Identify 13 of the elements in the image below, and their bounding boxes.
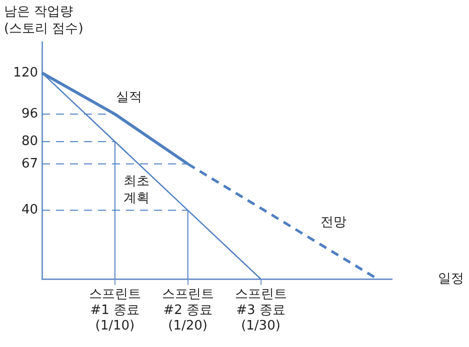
x-axis-title: 일정 [438, 271, 464, 286]
y-tick-label: 67 [21, 156, 38, 172]
y-axis-title: 남은 작업량 (스토리 점수) [4, 4, 84, 36]
y-tick-label: 96 [21, 106, 38, 122]
series-label: 전망 [320, 214, 347, 230]
series-label: 최초 계획 [123, 174, 150, 206]
series-label: 실적 [116, 90, 142, 105]
y-tick-label: 80 [21, 134, 38, 149]
x-tick-label: 스프린트 #2 종료 (1/20) [162, 287, 214, 334]
y-tick-label: 120 [13, 65, 38, 80]
y-tick-label: 40 [21, 202, 38, 218]
x-tick-label: 스프린트 #3 종료 (1/30) [234, 287, 287, 334]
x-tick-label: 스프린트 #1 종료 (1/10) [88, 287, 141, 334]
